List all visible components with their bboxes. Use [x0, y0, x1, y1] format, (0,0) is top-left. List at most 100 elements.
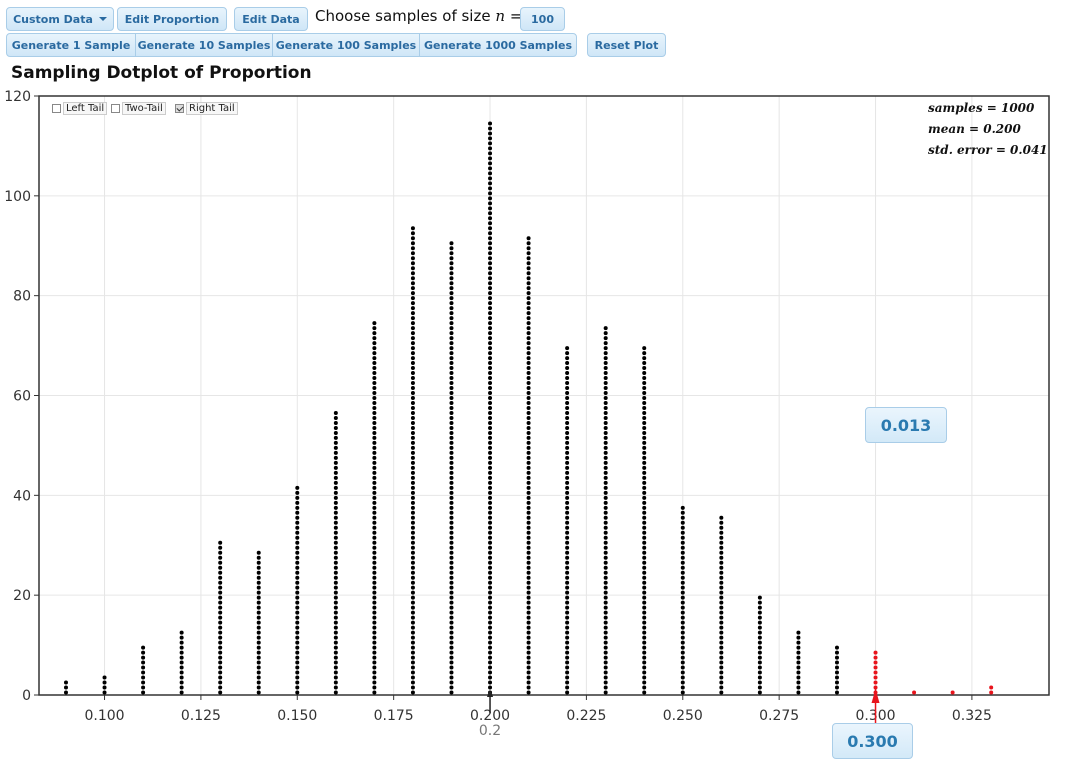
data-dot: [642, 670, 647, 675]
data-dot: [680, 530, 685, 535]
data-dot: [449, 460, 454, 465]
data-dot: [449, 326, 454, 331]
data-dot: [372, 525, 377, 530]
data-dot: [719, 645, 724, 650]
data-dot: [256, 555, 261, 560]
data-dot: [603, 530, 608, 535]
data-dot: [526, 261, 531, 266]
data-dot: [410, 346, 415, 351]
data-dot: [603, 505, 608, 510]
data-dot: [603, 560, 608, 565]
data-dot: [680, 595, 685, 600]
data-dot: [526, 286, 531, 291]
data-dot: [603, 620, 608, 625]
data-dot: [642, 435, 647, 440]
data-dot: [372, 650, 377, 655]
sample-size-input[interactable]: 100: [520, 7, 565, 31]
data-dot: [834, 650, 839, 655]
two-tail-toggle[interactable]: Two-Tail: [111, 102, 166, 115]
data-dot: [757, 610, 762, 615]
data-dot: [526, 445, 531, 450]
data-dot: [410, 415, 415, 420]
generate-10-samples-button[interactable]: Generate 10 Samples: [135, 33, 273, 57]
data-dot: [526, 515, 531, 520]
data-dot: [410, 326, 415, 331]
edit-data-button[interactable]: Edit Data: [234, 7, 308, 31]
data-dot: [410, 535, 415, 540]
data-dot: [333, 645, 338, 650]
generate-1000-samples-button[interactable]: Generate 1000 Samples: [419, 33, 577, 57]
data-dot: [256, 575, 261, 580]
data-dot: [603, 341, 608, 346]
data-dot: [295, 660, 300, 665]
data-dot: [642, 540, 647, 545]
generate-100-samples-button[interactable]: Generate 100 Samples: [272, 33, 420, 57]
data-dot: [449, 445, 454, 450]
data-dot: [372, 535, 377, 540]
data-dot: [526, 296, 531, 301]
data-dot: [295, 615, 300, 620]
data-dot: [449, 655, 454, 660]
data-dot: [680, 520, 685, 525]
data-dot: [449, 251, 454, 256]
data-dot: [526, 630, 531, 635]
data-dot: [719, 570, 724, 575]
data-dot: [410, 485, 415, 490]
data-dot: [410, 405, 415, 410]
data-dot: [256, 630, 261, 635]
data-dot: [488, 540, 493, 545]
data-dot: [333, 450, 338, 455]
data-dot: [295, 680, 300, 685]
data-dot: [603, 635, 608, 640]
right-tail-checkbox[interactable]: [175, 104, 184, 113]
data-dot: [449, 555, 454, 560]
data-dot: [488, 131, 493, 136]
reset-plot-button[interactable]: Reset Plot: [587, 33, 666, 57]
data-dot: [333, 420, 338, 425]
data-dot: [449, 630, 454, 635]
edit-proportion-button[interactable]: Edit Proportion: [117, 7, 227, 31]
data-dot: [410, 316, 415, 321]
data-dot: [642, 415, 647, 420]
right-tail-toggle[interactable]: Right Tail: [175, 102, 238, 115]
data-dot: [603, 430, 608, 435]
data-dot: [526, 575, 531, 580]
data-dot: [526, 660, 531, 665]
data-dot: [449, 405, 454, 410]
data-dot: [372, 610, 377, 615]
data-dot: [642, 555, 647, 560]
cutoff-value-input[interactable]: 0.300: [832, 723, 913, 759]
left-tail-checkbox[interactable]: [52, 104, 61, 113]
data-dot: [565, 445, 570, 450]
generate-1-sample-button[interactable]: Generate 1 Sample: [6, 33, 136, 57]
data-dot: [488, 465, 493, 470]
data-dot: [449, 376, 454, 381]
data-dot: [680, 590, 685, 595]
data-dot: [603, 525, 608, 530]
data-dot: [102, 685, 107, 690]
data-dot: [410, 306, 415, 311]
custom-data-dropdown[interactable]: Custom Data: [6, 7, 114, 31]
data-dot: [410, 276, 415, 281]
data-dot: [488, 311, 493, 316]
data-dot: [488, 425, 493, 430]
data-dot: [834, 645, 839, 650]
data-dot: [295, 650, 300, 655]
data-dot: [295, 560, 300, 565]
data-dot: [603, 405, 608, 410]
data-dot: [218, 625, 223, 630]
data-dot: [410, 251, 415, 256]
data-dot: [603, 670, 608, 675]
data-dot: [488, 510, 493, 515]
data-dot: [488, 440, 493, 445]
mean-stat: mean = 0.200: [928, 122, 1021, 136]
cutoff-arrow-icon[interactable]: [871, 689, 880, 703]
data-dot: [372, 585, 377, 590]
data-dot: [372, 640, 377, 645]
data-dot: [642, 371, 647, 376]
data-dot: [603, 346, 608, 351]
left-tail-toggle[interactable]: Left Tail: [52, 102, 108, 115]
two-tail-checkbox[interactable]: [111, 104, 120, 113]
data-dot: [642, 455, 647, 460]
x-tick-label: 0.100: [84, 708, 124, 724]
